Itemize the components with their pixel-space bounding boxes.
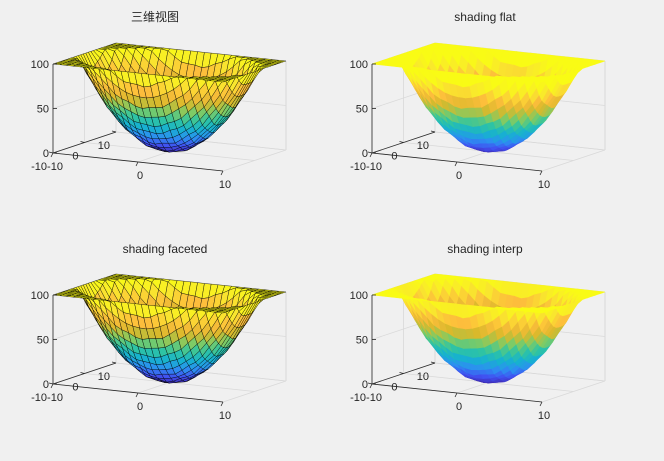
y-tick-label: 10: [98, 371, 110, 383]
y-tick-mark: [80, 141, 85, 143]
x-tick-label: 0: [456, 401, 462, 413]
x-tick-label: 10: [538, 410, 550, 422]
x-tick-label: 0: [456, 170, 462, 182]
x-tick-mark: [135, 392, 139, 398]
y-tick-mark: [111, 361, 117, 364]
z-tick-label: 0: [43, 379, 49, 391]
chart-title: shading flat: [454, 10, 516, 24]
y-tick-mark: [367, 151, 373, 154]
y-tick-label: 10: [417, 371, 429, 383]
y-tick-mark: [399, 141, 404, 143]
x-tick-mark: [369, 383, 373, 389]
y-tick-label: 0: [72, 151, 78, 163]
chart-title: 三维视图: [131, 9, 179, 24]
z-tick-label: 50: [37, 104, 49, 116]
y-tick-mark: [430, 361, 436, 364]
x-tick-label: -10: [47, 392, 63, 404]
y-tick-label: -10: [350, 161, 366, 173]
y-tick-mark: [430, 130, 436, 133]
x-tick-mark: [539, 170, 543, 176]
surface-patch: [535, 80, 545, 83]
surface-patch: [216, 80, 226, 83]
x-tick-label: 10: [538, 179, 550, 191]
x-tick-mark: [220, 170, 224, 176]
x-tick-mark: [454, 392, 458, 398]
y-tick-mark: [399, 372, 404, 374]
y-tick-mark: [111, 130, 117, 133]
x-tick-mark: [539, 401, 543, 407]
y-tick-label: 10: [98, 140, 110, 152]
surface-patch: [535, 311, 545, 314]
x-tick-label: 0: [137, 170, 143, 182]
y-tick-mark: [48, 151, 54, 154]
x-tick-label: 10: [219, 410, 231, 422]
z-tick-label: 0: [362, 379, 368, 391]
y-tick-label: 0: [72, 382, 78, 394]
x-tick-mark: [50, 152, 54, 158]
z-tick-label: 100: [350, 59, 368, 71]
y-tick-label: -10: [350, 392, 366, 404]
z-tick-label: 100: [31, 59, 49, 71]
y-tick-label: -10: [31, 392, 47, 404]
y-tick-label: -10: [31, 161, 47, 173]
chart-title: shading faceted: [123, 242, 208, 256]
z-tick-label: 100: [31, 290, 49, 302]
y-tick-mark: [48, 382, 54, 385]
x-tick-mark: [220, 401, 224, 407]
y-tick-label: 10: [417, 140, 429, 152]
x-tick-label: -10: [47, 161, 63, 173]
x-tick-mark: [135, 161, 139, 167]
x-tick-label: 10: [219, 179, 231, 191]
x-tick-label: -10: [366, 392, 382, 404]
z-tick-label: 0: [362, 148, 368, 160]
x-tick-mark: [454, 161, 458, 167]
x-tick-label: 0: [137, 401, 143, 413]
z-tick-label: 0: [43, 148, 49, 160]
x-tick-mark: [50, 383, 54, 389]
y-tick-mark: [367, 382, 373, 385]
z-tick-label: 100: [350, 290, 368, 302]
y-tick-label: 0: [391, 382, 397, 394]
chart-title: shading interp: [447, 242, 523, 256]
x-tick-mark: [369, 152, 373, 158]
z-tick-label: 50: [356, 104, 368, 116]
y-tick-label: 0: [391, 151, 397, 163]
x-tick-label: -10: [366, 161, 382, 173]
y-tick-mark: [80, 372, 85, 374]
z-tick-label: 50: [37, 335, 49, 347]
surface-patch: [216, 311, 226, 314]
z-tick-label: 50: [356, 335, 368, 347]
